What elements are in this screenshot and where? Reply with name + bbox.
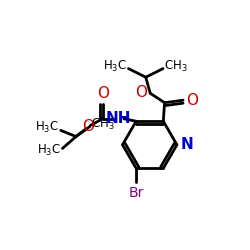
Text: H$_3$C: H$_3$C (37, 143, 61, 158)
Text: CH$_3$: CH$_3$ (164, 58, 188, 74)
Text: H$_3$C: H$_3$C (103, 58, 127, 74)
Text: Br: Br (128, 186, 144, 200)
Text: H$_3$C: H$_3$C (36, 120, 60, 136)
Text: O: O (135, 85, 147, 100)
Text: CH$_3$: CH$_3$ (91, 117, 114, 132)
Text: O: O (186, 93, 198, 108)
Text: N: N (180, 137, 193, 152)
Text: NH: NH (106, 111, 132, 126)
Text: O: O (82, 119, 94, 134)
Text: O: O (97, 86, 109, 102)
